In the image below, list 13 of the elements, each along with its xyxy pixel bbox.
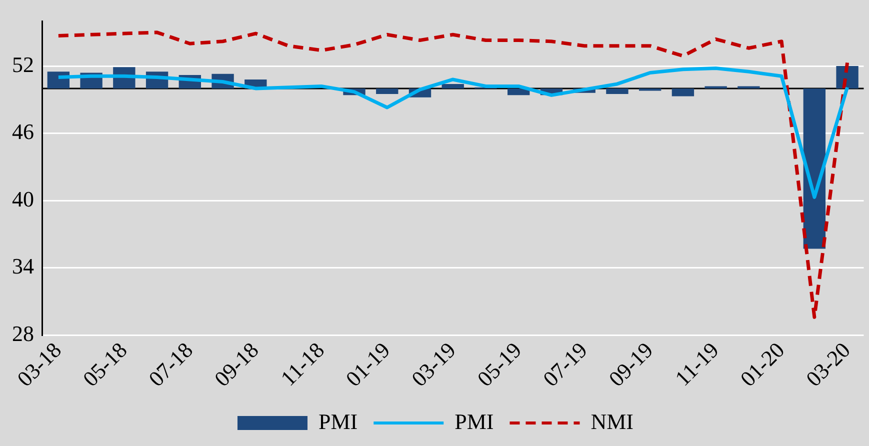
legend-label: PMI — [454, 408, 494, 434]
bar — [376, 88, 398, 94]
y-tick-label: 52 — [12, 52, 34, 77]
y-tick-label: 46 — [12, 119, 34, 144]
y-tick-label: 40 — [12, 186, 34, 212]
y-tick-label: 28 — [12, 320, 34, 346]
bar — [442, 84, 464, 88]
bar — [672, 88, 694, 96]
line-series — [56, 30, 850, 319]
y-tick-label: 34 — [12, 254, 34, 279]
legend-label: NMI — [590, 408, 634, 434]
bar — [606, 88, 628, 94]
legend-label: PMI — [318, 408, 358, 434]
